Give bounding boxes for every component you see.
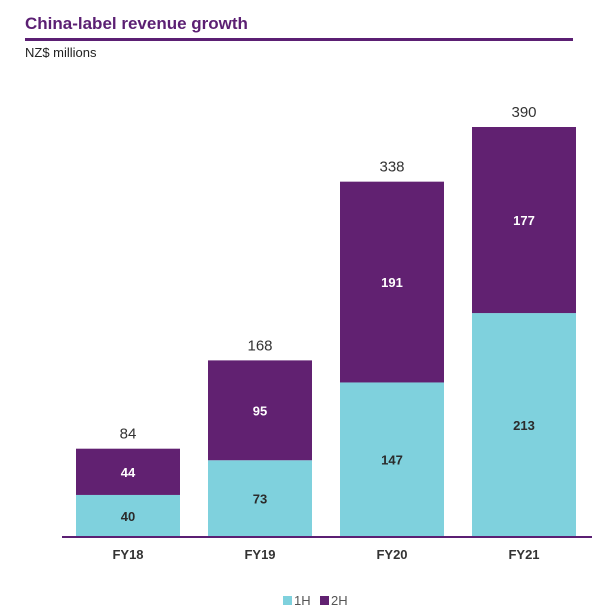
x-tick-label-fy20: FY20	[376, 547, 407, 562]
bar-2h-fy21	[472, 127, 576, 314]
legend-swatch-1h	[283, 596, 292, 605]
bar-2h-fy19	[208, 360, 312, 461]
bar-1h-fy21	[472, 313, 576, 537]
value-label-1h-fy20: 147	[381, 453, 403, 468]
title-divider	[25, 38, 573, 41]
bar-2h-fy20	[340, 181, 444, 383]
chart-subtitle: NZ$ millions	[25, 45, 97, 60]
legend-label-1h: 1H	[294, 593, 311, 608]
legend-label-2h: 2H	[331, 593, 348, 608]
bar-1h-fy18	[76, 494, 180, 537]
value-label-2h-fy18: 44	[121, 465, 136, 480]
chart-title: China-label revenue growth	[25, 14, 248, 33]
value-label-1h-fy19: 73	[253, 492, 267, 507]
value-label-1h-fy18: 40	[121, 509, 135, 524]
total-label-fy21: 390	[511, 104, 536, 121]
x-tick-label-fy21: FY21	[508, 547, 539, 562]
total-label-fy18: 84	[120, 426, 137, 443]
bar-1h-fy20	[340, 382, 444, 537]
value-label-2h-fy21: 177	[513, 213, 535, 228]
value-label-2h-fy19: 95	[253, 403, 267, 418]
bar-2h-fy18	[76, 448, 180, 495]
x-tick-label-fy18: FY18	[112, 547, 143, 562]
total-label-fy20: 338	[379, 159, 404, 176]
bar-1h-fy19	[208, 460, 312, 537]
value-label-2h-fy20: 191	[381, 275, 403, 290]
total-label-fy19: 168	[247, 337, 272, 354]
value-label-1h-fy21: 213	[513, 418, 535, 433]
x-tick-label-fy19: FY19	[244, 547, 275, 562]
legend-swatch-2h	[320, 596, 329, 605]
